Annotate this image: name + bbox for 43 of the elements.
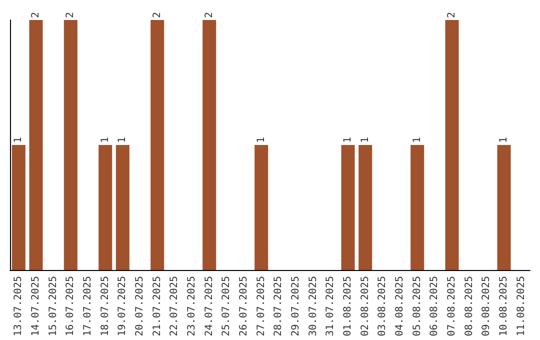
x-tick-label: 23.07.2025 xyxy=(186,276,198,336)
data-label: 2 xyxy=(65,12,76,18)
data-label: 2 xyxy=(152,12,163,18)
data-label: 1 xyxy=(360,136,371,143)
x-tick-label: 25.07.2025 xyxy=(221,276,232,336)
x-tick-label: 13.07.2025 xyxy=(13,276,24,336)
x-tick-label: 30.07.2025 xyxy=(308,276,319,336)
x-tick-label: 19.07.2025 xyxy=(117,276,128,336)
x-tick-label: 07.08.2025 xyxy=(446,276,458,336)
x-tick-label: 17.07.2025 xyxy=(82,276,94,336)
data-label: 1 xyxy=(117,136,128,143)
x-tick-label: 16.07.2025 xyxy=(65,276,76,336)
x-tick-label: 18.07.2025 xyxy=(100,276,111,336)
x-tick-label: 22.07.2025 xyxy=(169,276,180,336)
data-label: 2 xyxy=(30,12,42,18)
data-label: 2 xyxy=(446,12,458,18)
data-label: 1 xyxy=(412,136,423,143)
x-tick-label: 21.07.2025 xyxy=(152,276,163,336)
x-tick-label: 31.07.2025 xyxy=(325,276,336,336)
x-tick-label: 26.07.2025 xyxy=(238,276,250,336)
x-tick-label: 02.08.2025 xyxy=(360,276,371,336)
data-label: 2 xyxy=(204,12,215,18)
x-tick-label: 03.08.2025 xyxy=(377,276,388,336)
data-label: 1 xyxy=(100,136,111,143)
x-tick-label: 15.07.2025 xyxy=(48,276,59,336)
x-tick-label: 04.08.2025 xyxy=(394,276,406,336)
x-tick-label: 20.07.2025 xyxy=(134,276,146,336)
x-tick-label: 08.08.2025 xyxy=(464,276,475,336)
x-tick-label: 11.08.2025 xyxy=(516,276,527,336)
x-tick-label: 10.08.2025 xyxy=(498,276,510,336)
x-tick-label: 06.08.2025 xyxy=(429,276,440,336)
data-label: 1 xyxy=(342,136,354,143)
x-tick-label: 09.08.2025 xyxy=(481,276,492,336)
x-tick-label: 05.08.2025 xyxy=(412,276,423,336)
x-tick-label: 01.08.2025 xyxy=(342,276,354,336)
data-label: 1 xyxy=(13,136,24,143)
x-tick-label: 27.07.2025 xyxy=(256,276,267,336)
x-tick-label: 29.07.2025 xyxy=(290,276,302,336)
data-label: 1 xyxy=(256,136,267,143)
x-tick-label: 14.07.2025 xyxy=(30,276,42,336)
x-tick-label: 24.07.2025 xyxy=(204,276,215,336)
data-label: 1 xyxy=(498,136,510,143)
x-tick-label: 28.07.2025 xyxy=(273,276,284,336)
